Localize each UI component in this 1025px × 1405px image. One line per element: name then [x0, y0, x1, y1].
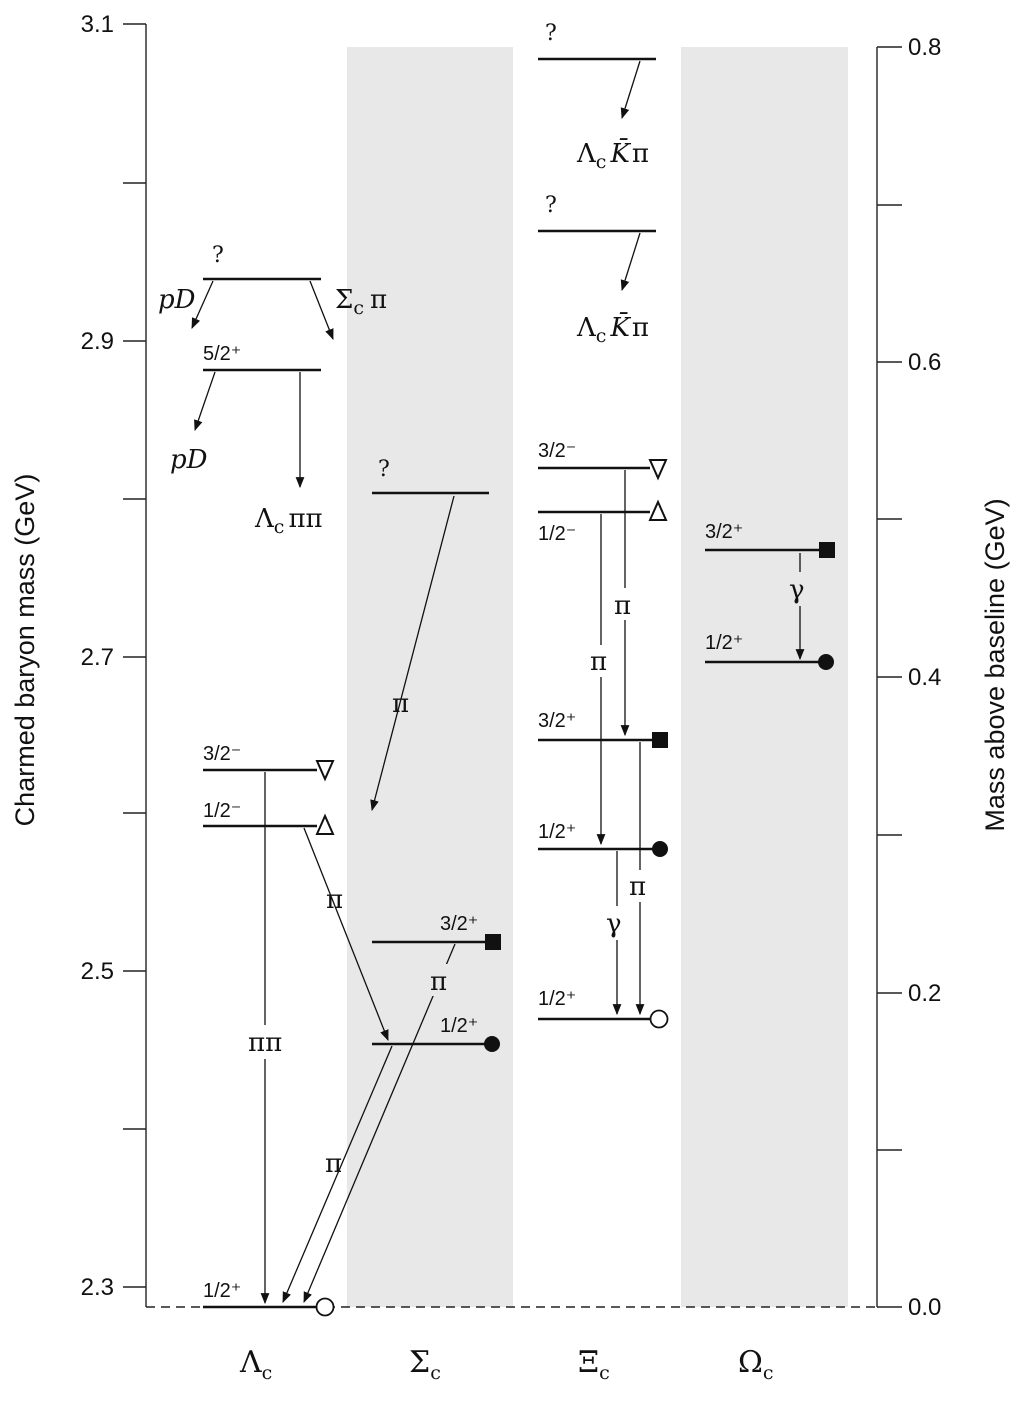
down-triangle-marker — [315, 760, 335, 782]
jp-label: 1/2⁻ — [203, 800, 241, 822]
pd-decay-arrow — [191, 280, 214, 330]
column-labels: Λc Σc Ξc Ωc — [239, 1345, 774, 1384]
sigma-pi-decay-label: Σc π — [335, 285, 387, 319]
lambda-k-pi-decay-label: Λc K̄π — [576, 311, 649, 347]
left-tick-label: 3.1 — [81, 11, 114, 38]
xi-c-levels: 1/2⁺ 1/2⁺ 3/2⁺ 1/2⁻ 3/2⁻ ? ? Λc K̄π Λc K̄π… — [538, 21, 669, 1029]
pi-decay-arrow — [282, 1045, 393, 1304]
gamma-decay-label: γ — [606, 909, 622, 939]
right-tick-label: 0.6 — [908, 349, 941, 376]
jp-label: 3/2⁻ — [538, 440, 576, 462]
pi-decay-arrow — [303, 943, 456, 1304]
left-axis: 3.1 2.9 2.7 2.5 2.3 Charmed baryon mass … — [10, 11, 147, 1307]
pi-decay-arrow — [370, 495, 455, 812]
filled-square-marker — [485, 934, 501, 950]
pi-decay-arrow — [303, 827, 389, 1042]
filled-square-marker — [819, 542, 835, 558]
gamma-decay-label: γ — [789, 575, 805, 605]
left-tick-label: 2.5 — [81, 958, 114, 985]
omega-c-levels: 1/2⁺ 3/2⁺ γ — [705, 521, 835, 670]
left-tick-label: 2.3 — [81, 1274, 114, 1301]
jp-label: 3/2⁺ — [705, 521, 743, 543]
jp-label: 1/2⁺ — [538, 821, 576, 843]
jp-label: 1/2⁺ — [538, 988, 576, 1010]
right-axis-label: Mass above baseline (GeV) — [980, 498, 1010, 831]
up-triangle-marker — [315, 813, 335, 835]
pi-decay-label: π — [614, 591, 631, 621]
jp-label: ? — [378, 457, 390, 482]
right-axis: 0.8 0.6 0.4 0.2 0.0 Mass above baseline … — [876, 34, 1010, 1321]
down-triangle-marker — [648, 459, 668, 481]
jp-label: 1/2⁺ — [705, 632, 743, 654]
omega-band — [681, 47, 848, 1307]
sigma-band — [347, 47, 513, 1307]
pd-decay-arrow — [194, 371, 216, 432]
filled-circle-marker — [652, 841, 668, 857]
pi-decay-label: π — [325, 1149, 342, 1179]
column-label-xi-c: Ξc — [578, 1345, 610, 1384]
lambda-c-levels: 1/2⁺ 1/2⁻ 3/2⁻ 5/2⁺ ? pD Σc π pD Λc ππ ππ … — [158, 243, 389, 1317]
right-tick-label: 0.0 — [908, 1294, 941, 1321]
sigma-c-levels: 1/2⁺ 3/2⁺ ? π π π — [282, 457, 501, 1304]
jp-label: 3/2⁻ — [203, 743, 241, 765]
left-tick-label: 2.9 — [81, 328, 114, 355]
open-circle-marker — [649, 1009, 669, 1029]
filled-square-marker — [652, 732, 668, 748]
jp-label: 1/2⁺ — [203, 1280, 241, 1302]
filled-circle-marker — [818, 654, 834, 670]
right-tick-label: 0.8 — [908, 34, 941, 61]
jp-label: 1/2⁻ — [538, 523, 576, 545]
jp-label: 5/2⁺ — [203, 343, 241, 365]
pi-decay-label: π — [430, 967, 447, 997]
lambda-pipi-decay-label: Λc ππ — [254, 504, 323, 538]
left-axis-label: Charmed baryon mass (GeV) — [10, 474, 40, 827]
pd-decay-label: pD — [158, 285, 196, 315]
jp-label: 3/2⁺ — [538, 710, 576, 732]
pipi-decay-label: ππ — [248, 1028, 282, 1058]
pi-decay-label: π — [326, 885, 343, 915]
pd-decay-label: pD — [170, 445, 208, 475]
jp-label: 3/2⁺ — [440, 913, 478, 935]
pi-decay-label: π — [590, 647, 607, 677]
jp-label: 1/2⁺ — [440, 1015, 478, 1037]
lambda-k-pi-decay-arrow — [620, 232, 641, 292]
lambda-k-pi-decay-arrow — [620, 60, 641, 120]
right-tick-label: 0.4 — [908, 664, 941, 691]
column-label-sigma-c: Σc — [409, 1345, 441, 1384]
filled-circle-marker — [484, 1036, 500, 1052]
column-label-omega-c: Ωc — [738, 1345, 774, 1384]
pi-decay-label: π — [392, 689, 409, 719]
jp-label: ? — [545, 193, 557, 218]
left-tick-label: 2.7 — [81, 644, 114, 671]
sigma-pi-decay-arrow — [309, 280, 334, 341]
up-triangle-marker — [648, 499, 668, 521]
right-tick-label: 0.2 — [908, 980, 941, 1007]
jp-label: ? — [212, 243, 224, 268]
lambda-k-pi-decay-label: Λc K̄π — [576, 137, 649, 173]
pi-decay-label: π — [629, 872, 646, 902]
jp-label: ? — [545, 21, 557, 46]
column-label-lambda-c: Λc — [239, 1345, 272, 1384]
open-circle-marker — [315, 1297, 335, 1317]
